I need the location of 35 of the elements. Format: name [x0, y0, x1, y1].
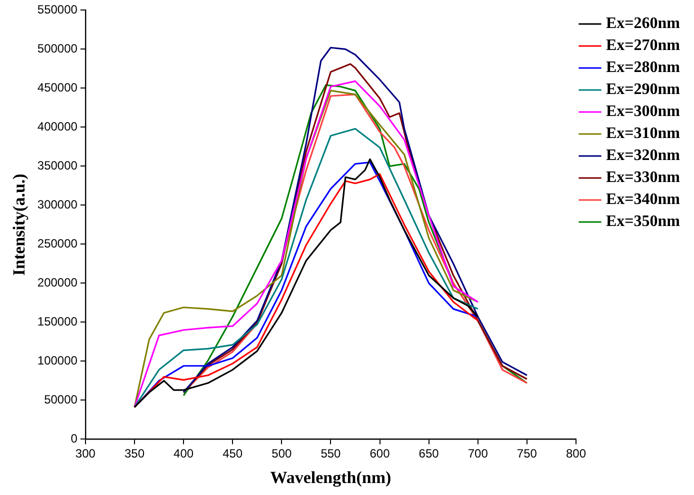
x-tick-label: 700	[468, 446, 488, 461]
legend-label: Ex=260nm	[606, 15, 681, 32]
y-tick-label: 200000	[37, 276, 78, 290]
y-tick-label: 500000	[37, 42, 78, 56]
legend-label: Ex=300nm	[606, 103, 681, 120]
y-tick-label: 0	[70, 432, 78, 446]
y-tick-label: 150000	[37, 314, 78, 329]
x-tick-label: 300	[75, 446, 96, 461]
x-axis-title: Wavelength(nm)	[270, 468, 392, 488]
legend-label: Ex=310nm	[606, 125, 681, 142]
x-tick-label: 650	[418, 446, 440, 461]
x-tick-label: 400	[174, 446, 194, 461]
y-tick-label: 300000	[37, 198, 78, 212]
legend-label: Ex=340nm	[606, 191, 681, 208]
x-tick-label: 350	[124, 446, 145, 461]
y-axis-title: Intensity(a.u.)	[10, 174, 29, 276]
x-tick-label: 750	[516, 446, 538, 461]
legend-label: Ex=350nm	[606, 213, 681, 230]
x-tick-label: 600	[370, 446, 390, 461]
x-tick-label: 450	[222, 446, 243, 461]
x-tick-label: 500	[272, 446, 292, 461]
y-tick-label: 50000	[44, 392, 78, 407]
x-tick-label: 550	[320, 446, 342, 461]
x-tick-label: 800	[566, 446, 586, 461]
legend-label: Ex=290nm	[606, 81, 681, 98]
y-tick-label: 450000	[37, 80, 78, 95]
legend-label: Ex=330nm	[606, 169, 681, 186]
legend-label: Ex=320nm	[606, 147, 681, 164]
y-tick-label: 550000	[37, 2, 78, 17]
y-tick-label: 100000	[37, 354, 78, 368]
legend-label: Ex=280nm	[606, 59, 681, 76]
legend-label: Ex=270nm	[606, 37, 681, 54]
y-tick-label: 250000	[37, 236, 78, 251]
y-tick-label: 350000	[37, 158, 78, 173]
y-tick-label: 400000	[37, 120, 78, 134]
